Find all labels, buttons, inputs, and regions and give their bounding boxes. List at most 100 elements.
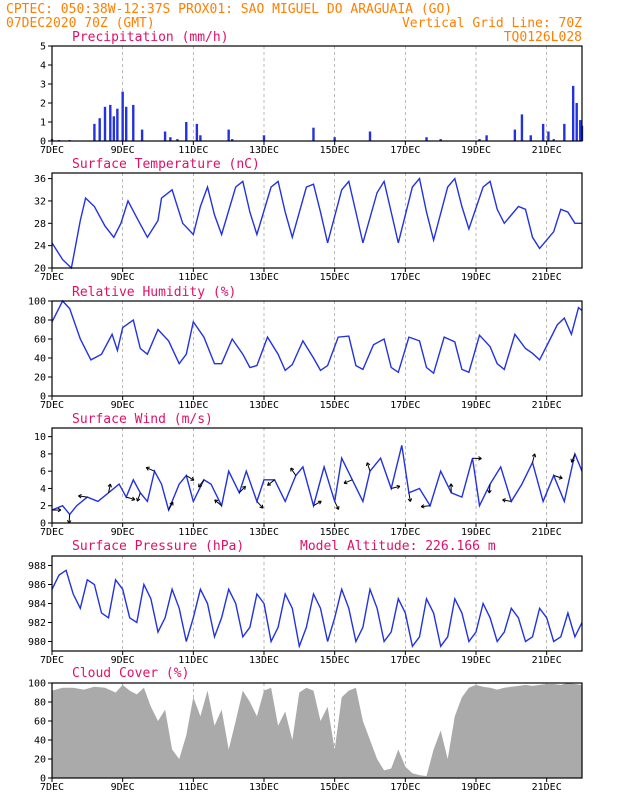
y-tick-label: 100 [28,297,46,308]
wind-arrow [136,492,141,502]
x-tick-label: 15DEC [320,527,350,538]
y-tick-label: 982 [28,618,46,629]
y-tick-label: 40 [34,736,46,747]
y-tick-label: 32 [34,196,46,207]
humidity-title: Relative Humidity (%) [72,285,236,300]
precip-bar [163,131,167,141]
wind-arrow [343,479,353,484]
x-tick-label: 17DEC [390,145,420,156]
x-tick-label: 19DEC [461,527,491,538]
y-tick-label: 0 [40,774,46,785]
precip-bar [425,137,428,141]
y-tick-label: 0 [40,392,46,403]
wind-arrow-head [531,453,537,458]
wind-arrow-head [169,501,174,506]
x-tick-label: 17DEC [390,272,420,283]
precip-bar [176,139,179,141]
wind-arrow [421,505,431,508]
precip-bar [547,131,550,141]
precip-bar [485,135,488,141]
x-tick-label: 21DEC [532,272,562,283]
x-tick-label: 19DEC [461,400,491,411]
precip-bar [125,106,128,141]
wind-arrow [313,500,322,507]
x-tick-label: 11DEC [178,400,208,411]
precip-bar [98,118,101,141]
wind-arrow [186,475,195,481]
precip-bar [121,91,124,141]
x-tick-label: 9DEC [111,655,135,666]
x-tick-label: 17DEC [390,400,420,411]
y-tick-label: 0 [40,519,46,530]
precip-bar [312,127,315,141]
y-tick-label: 100 [28,679,46,690]
y-tick-label: 40 [34,354,46,365]
panel-frame [51,300,583,397]
precip-bar [262,135,266,141]
precip-bar [368,131,372,141]
x-tick-label: 11DEC [178,527,208,538]
x-tick-label: 7DEC [40,527,64,538]
precip-bar [552,139,555,141]
precip-bar [520,114,524,141]
wind-arrow-head [478,456,482,461]
y-tick-label: 5 [40,42,46,53]
panel-frame [51,45,583,142]
panel-frame [51,427,583,524]
precip-bar [579,120,582,141]
y-tick-label: 4 [40,484,46,495]
precip-bar [513,129,517,141]
y-tick-label: 60 [34,335,46,346]
wind-arrow [391,485,401,489]
x-tick-label: 9DEC [111,145,135,156]
precip-bar [109,104,112,141]
x-tick-label: 17DEC [390,782,420,793]
x-tick-label: 11DEC [178,782,208,793]
precip-bar [132,104,135,141]
precip-bar [199,135,202,141]
x-tick-label: 15DEC [320,272,350,283]
x-tick-label: 19DEC [461,272,491,283]
y-tick-label: 80 [34,316,46,327]
precip-bar [541,123,545,141]
header-grid-note: Vertical Grid Line: 70Z [402,16,582,31]
precip-bar [103,106,107,141]
precip-bar [116,108,119,141]
chart-panels: 0 1 2 3 4 5 7DEC 9DEC 11DEC 13DEC 15DEC 17DEC 19DEC 2… [28,42,584,793]
series-line-press [51,569,583,649]
panel-frame [51,555,583,652]
wind-arrow [290,467,297,476]
x-tick-label: 19DEC [461,655,491,666]
wind-arrow [553,475,563,479]
panel-frame [51,172,583,269]
x-tick-label: 9DEC [111,272,135,283]
precip-bar [185,122,188,141]
wind-arrow [488,484,491,494]
x-tick-label: 21DEC [532,655,562,666]
precip-bar [529,135,532,141]
wind-arrow [238,485,246,494]
wind-arrow-head [317,500,322,505]
x-tick-label: 21DEC [532,400,562,411]
precip-bar [333,137,336,141]
wind-arrow-head [502,498,506,503]
wind-arrow-head [396,484,401,490]
wind-arrow-head [131,496,136,501]
wind-arrow-head [335,505,340,510]
y-tick-label: 980 [28,637,46,648]
precip-bar [195,123,199,141]
wind-arrow-head [198,483,203,488]
x-tick-label: 15DEC [320,782,350,793]
precip-bar [231,139,234,141]
header-date: 07DEC2020 70Z (GMT) [6,16,155,31]
wind-arrow [571,453,576,463]
y-tick-label: 984 [28,599,46,610]
precip-bar [478,139,481,141]
header-model-id: TQ0126L028 [504,30,582,45]
y-tick-label: 3 [40,80,46,91]
x-tick-label: 9DEC [111,400,135,411]
x-tick-label: 19DEC [461,782,491,793]
wind-arrow-head [420,504,425,509]
model-altitude: Model Altitude: 226.166 m [300,539,496,554]
